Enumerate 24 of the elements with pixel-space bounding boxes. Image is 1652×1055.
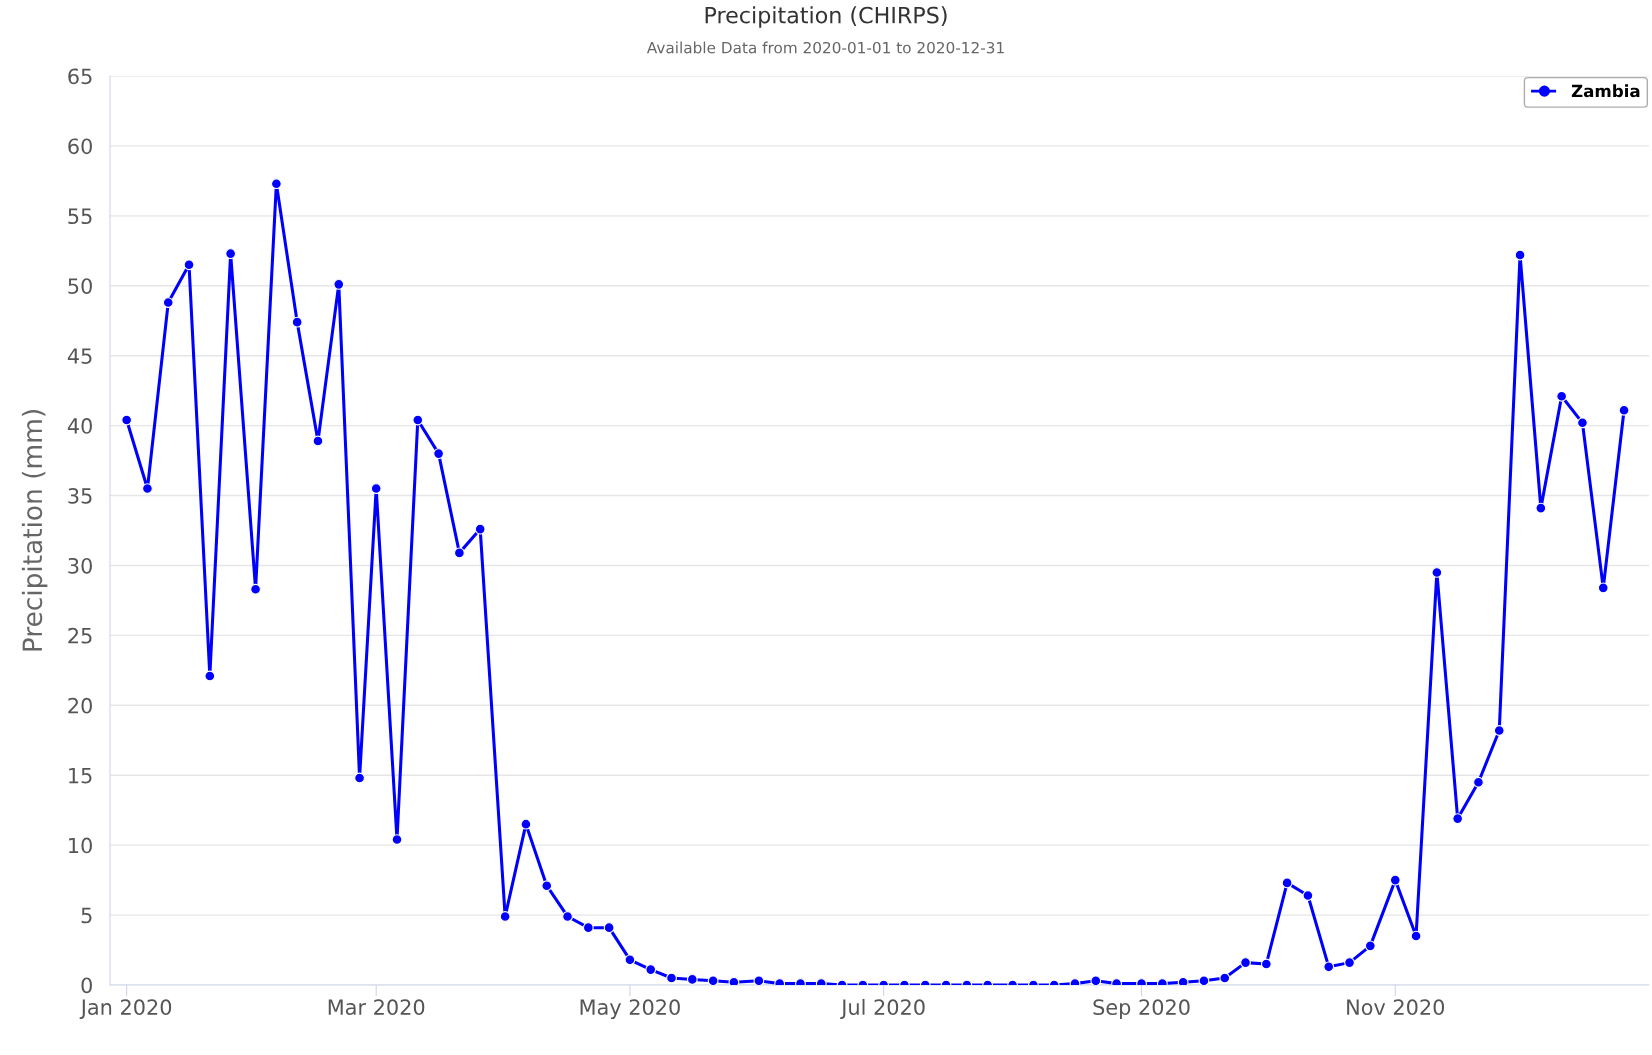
y-tick-label: 60	[68, 138, 92, 155]
y-tick-label: 10	[69, 837, 92, 854]
y-tick-label: 5	[81, 907, 92, 924]
y-tick-label: 45	[67, 348, 92, 364]
y-tick-label: 15	[69, 767, 92, 784]
legend-label: Zambia	[1571, 84, 1640, 98]
y-tick-label: 25	[68, 627, 92, 644]
x-tick-label: May 2020	[580, 999, 680, 1020]
y-axis-title: Precipitation (mm)	[21, 410, 48, 651]
y-tick-label: 55	[68, 208, 92, 225]
y-tick-label: 0	[81, 977, 92, 994]
y-tick-label: 20	[68, 697, 92, 714]
x-tick-label: Mar 2020	[328, 999, 425, 1016]
y-tick-label: 35	[68, 487, 92, 504]
chart-subtitle: Available Data from 2020-01-01 to 2020-12-31	[646, 41, 1004, 54]
chart-title: Precipitation (CHIRPS)	[705, 6, 947, 28]
x-tick-label: Jul 2020	[840, 998, 925, 1019]
y-tick-label: 65	[68, 68, 92, 85]
y-tick-label: 30	[68, 557, 92, 574]
x-tick-label: Nov 2020	[1347, 999, 1445, 1016]
x-tick-label: Sep 2020	[1093, 999, 1190, 1020]
y-tick-label: 50	[68, 278, 92, 294]
x-tick-label: Jan 2020	[79, 999, 172, 1019]
y-tick-label: 40	[67, 418, 92, 434]
